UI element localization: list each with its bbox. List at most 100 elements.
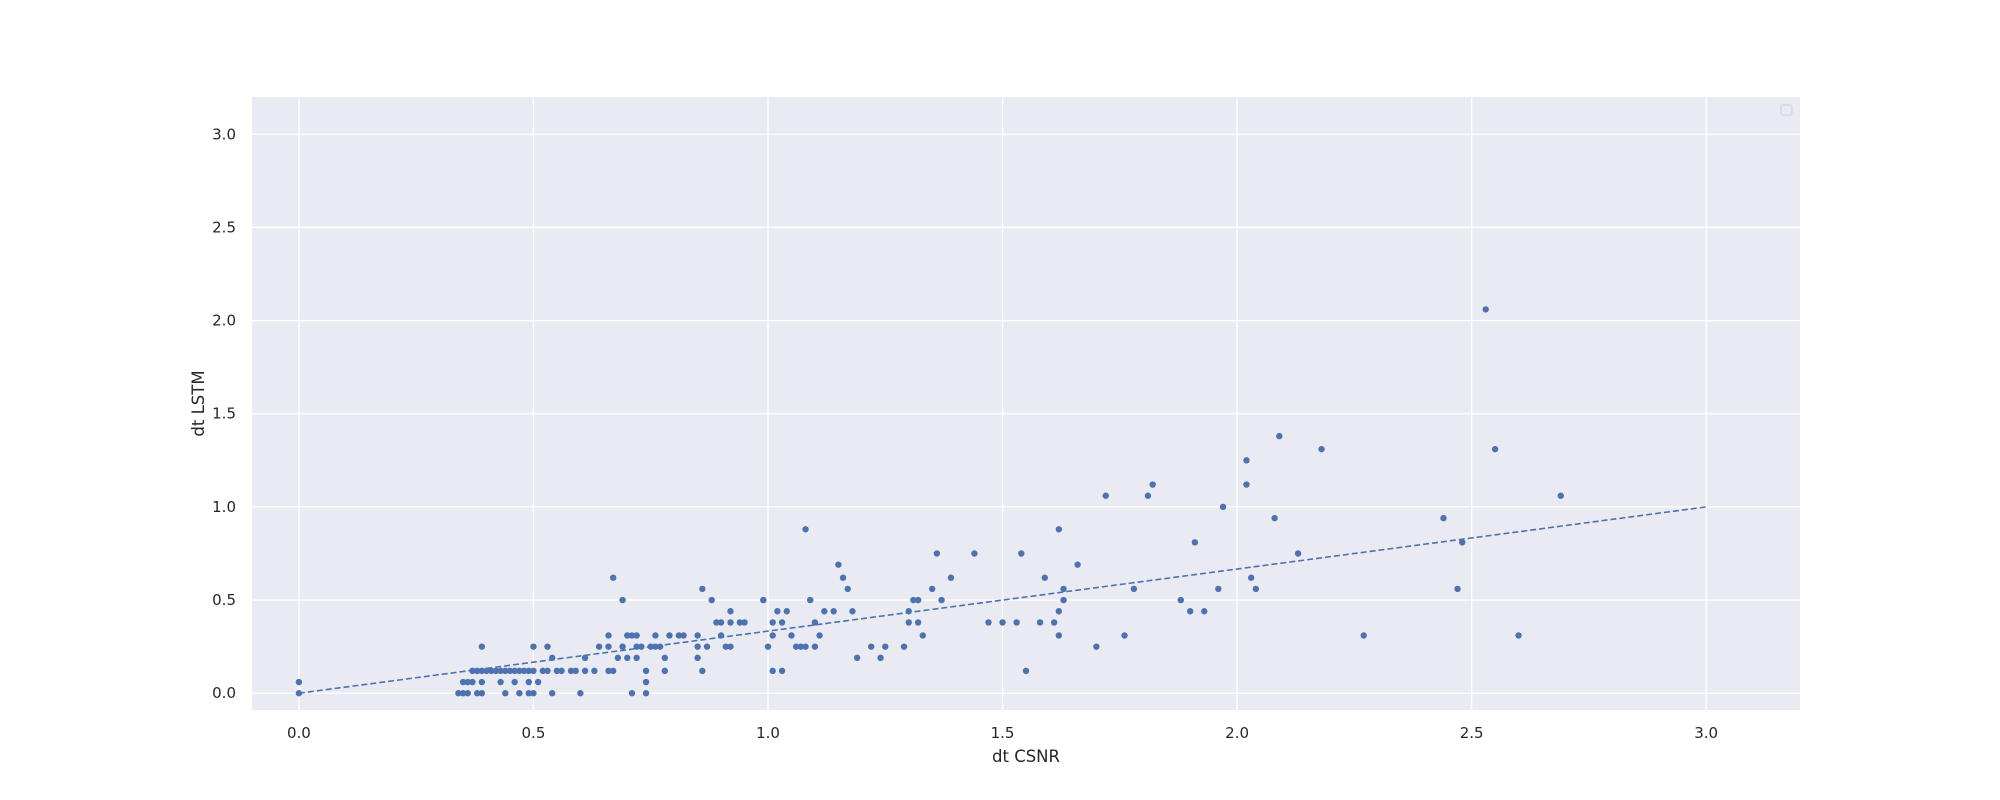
data-point [459, 690, 467, 697]
data-point [727, 643, 734, 650]
data-point [1055, 632, 1063, 639]
data-point [760, 596, 767, 604]
data-point [605, 667, 612, 675]
data-point [478, 643, 486, 650]
data-point [661, 654, 668, 662]
data-point [506, 667, 514, 675]
data-point [633, 643, 640, 650]
data-point [619, 643, 626, 650]
data-point [497, 667, 504, 675]
data-point [1219, 503, 1227, 511]
data-point [295, 690, 303, 697]
data-point [525, 667, 532, 675]
data-point [638, 643, 645, 650]
data-point [717, 632, 725, 639]
data-point [835, 561, 842, 568]
data-point [905, 619, 912, 626]
data-point [816, 632, 823, 639]
data-point [549, 690, 556, 697]
data-point [656, 643, 664, 650]
data-point [544, 667, 551, 675]
data-point [947, 574, 955, 581]
data-point [534, 678, 542, 686]
data-point [713, 619, 720, 626]
data-point [619, 596, 626, 604]
data-point [844, 585, 851, 593]
data-point [933, 550, 941, 557]
data-point [610, 667, 617, 675]
data-point [811, 643, 819, 650]
data-point [1243, 457, 1250, 464]
y-tick-labels: 0.0 0.5 1.0 1.5 2.0 2.5 3.0 [212, 125, 236, 702]
data-point [938, 596, 945, 604]
data-point [703, 643, 711, 650]
data-point [1121, 632, 1128, 639]
data-point [849, 608, 856, 615]
data-point [502, 667, 509, 675]
data-point [516, 667, 523, 675]
data-point [919, 632, 926, 639]
data-point [971, 550, 978, 557]
data-point [530, 690, 537, 697]
data-point [1360, 632, 1367, 639]
data-point [628, 690, 636, 697]
x-tick-label: 1.0 [756, 724, 780, 742]
data-point [839, 574, 847, 581]
grid-lines [252, 97, 1800, 710]
data-point [1318, 445, 1325, 453]
data-point [483, 667, 490, 675]
data-point [985, 619, 992, 626]
data-point [516, 690, 523, 697]
data-point [1144, 492, 1152, 499]
data-point [591, 667, 598, 675]
data-point [558, 667, 565, 675]
data-point [647, 643, 654, 650]
data-point [511, 667, 518, 675]
data-point [675, 632, 683, 639]
data-point [525, 678, 532, 686]
data-point [811, 619, 819, 626]
data-point [1482, 306, 1489, 313]
data-point [788, 632, 795, 639]
data-point [1186, 608, 1194, 615]
data-point [1013, 619, 1020, 626]
data-points [295, 306, 1564, 697]
data-point [544, 643, 551, 650]
data-point [642, 690, 650, 697]
data-point [577, 690, 584, 697]
x-tick-label: 1.5 [991, 724, 1015, 742]
data-point [595, 643, 603, 650]
data-point [572, 667, 579, 675]
data-point [581, 667, 589, 675]
data-point [652, 643, 659, 650]
data-point [473, 667, 481, 675]
data-point [722, 643, 729, 650]
data-point [1459, 539, 1466, 546]
data-point [652, 632, 659, 639]
data-point [1247, 574, 1255, 581]
data-point [610, 574, 617, 581]
y-tick-label: 0.0 [212, 684, 236, 702]
x-axis-label: dt CSNR [992, 747, 1060, 766]
data-point [694, 654, 701, 662]
data-point [1177, 596, 1185, 604]
data-point [1294, 550, 1302, 557]
data-point [633, 632, 640, 639]
data-point [910, 596, 917, 604]
data-point [530, 643, 537, 650]
data-point [295, 678, 303, 686]
data-point [605, 643, 612, 650]
data-point [478, 678, 486, 686]
data-point [792, 643, 800, 650]
data-point [914, 596, 922, 604]
data-point [1191, 539, 1199, 546]
y-tick-label: 0.5 [212, 591, 236, 609]
data-point [605, 632, 612, 639]
data-point [464, 678, 471, 686]
data-point [1149, 481, 1156, 488]
data-point [727, 608, 734, 615]
data-point [1055, 526, 1063, 533]
data-point [553, 667, 561, 675]
data-point [502, 690, 509, 697]
data-point [492, 667, 500, 675]
